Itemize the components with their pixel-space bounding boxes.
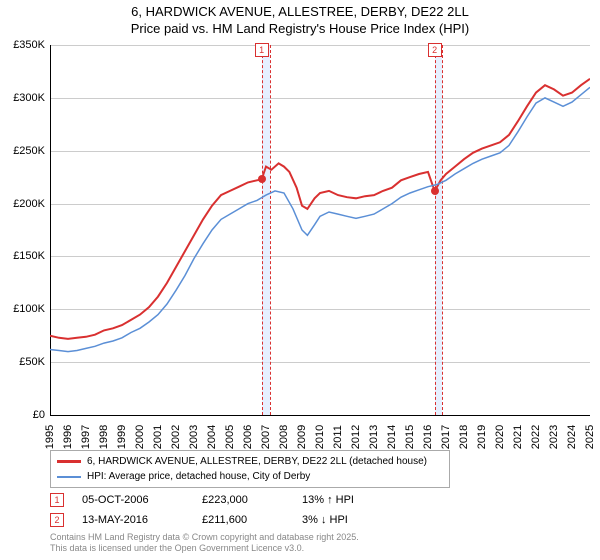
x-tick-label: 2004: [206, 425, 218, 449]
x-tick-label: 2012: [350, 425, 362, 449]
footer-line-2: This data is licensed under the Open Gov…: [50, 543, 359, 554]
sale-delta-1: 13% ↑ HPI: [302, 494, 402, 506]
gridline-h: [50, 415, 590, 416]
sale-date-2: 13-MAY-2016: [82, 514, 202, 526]
legend-label-1: 6, HARDWICK AVENUE, ALLESTREE, DERBY, DE…: [87, 454, 427, 469]
x-tick-label: 1995: [44, 425, 56, 449]
x-tick-label: 2024: [566, 425, 578, 449]
x-tick-label: 2011: [332, 425, 344, 449]
sale-point-dot: [431, 187, 439, 195]
footer-line-1: Contains HM Land Registry data © Crown c…: [50, 532, 359, 543]
x-tick-label: 2006: [242, 425, 254, 449]
x-tick-label: 2017: [440, 425, 452, 449]
y-tick-label: £150K: [0, 250, 45, 262]
legend-box: 6, HARDWICK AVENUE, ALLESTREE, DERBY, DE…: [50, 450, 450, 488]
legend-swatch-2: [57, 476, 81, 478]
title-line-1: 6, HARDWICK AVENUE, ALLESTREE, DERBY, DE…: [0, 4, 600, 21]
x-tick-label: 2014: [386, 425, 398, 449]
x-tick-label: 2021: [512, 425, 524, 449]
x-tick-label: 1998: [98, 425, 110, 449]
legend-row-1: 6, HARDWICK AVENUE, ALLESTREE, DERBY, DE…: [57, 454, 443, 469]
sale-band-marker: 2: [428, 43, 442, 57]
chart-lines-svg: [50, 45, 590, 415]
title-block: 6, HARDWICK AVENUE, ALLESTREE, DERBY, DE…: [0, 0, 600, 38]
x-tick-label: 2015: [404, 425, 416, 449]
x-tick-label: 2005: [224, 425, 236, 449]
x-tick-label: 2002: [170, 425, 182, 449]
x-tick-label: 1996: [62, 425, 74, 449]
sale-price-2: £211,600: [202, 514, 302, 526]
sale-delta-2: 3% ↓ HPI: [302, 514, 402, 526]
y-tick-label: £100K: [0, 303, 45, 315]
sale-price-1: £223,000: [202, 494, 302, 506]
title-line-2: Price paid vs. HM Land Registry's House …: [0, 21, 600, 38]
legend-label-2: HPI: Average price, detached house, City…: [87, 469, 310, 484]
y-tick-label: £200K: [0, 198, 45, 210]
x-tick-label: 2010: [314, 425, 326, 449]
chart-plot-area: £0£50K£100K£150K£200K£250K£300K£350K1995…: [50, 45, 590, 415]
x-tick-label: 1997: [80, 425, 92, 449]
x-tick-label: 2001: [152, 425, 164, 449]
chart-container: 6, HARDWICK AVENUE, ALLESTREE, DERBY, DE…: [0, 0, 600, 560]
sale-marker-1: 1: [50, 493, 64, 507]
sale-row-2: 2 13-MAY-2016 £211,600 3% ↓ HPI: [50, 510, 402, 530]
y-tick-label: £350K: [0, 39, 45, 51]
sale-band-marker: 1: [255, 43, 269, 57]
x-tick-label: 2020: [494, 425, 506, 449]
footer-attribution: Contains HM Land Registry data © Crown c…: [50, 532, 359, 554]
y-tick-label: £0: [0, 409, 45, 421]
x-tick-label: 2023: [548, 425, 560, 449]
x-tick-label: 2000: [134, 425, 146, 449]
x-tick-label: 2009: [296, 425, 308, 449]
y-tick-label: £250K: [0, 145, 45, 157]
y-tick-label: £50K: [0, 356, 45, 368]
series-hpi: [50, 87, 590, 351]
legend-row-2: HPI: Average price, detached house, City…: [57, 469, 443, 484]
x-tick-label: 2016: [422, 425, 434, 449]
x-tick-label: 2013: [368, 425, 380, 449]
series-price_paid: [50, 79, 590, 339]
x-tick-label: 2008: [278, 425, 290, 449]
x-tick-label: 1999: [116, 425, 128, 449]
x-tick-label: 2003: [188, 425, 200, 449]
y-tick-label: £300K: [0, 92, 45, 104]
x-tick-label: 2019: [476, 425, 488, 449]
sale-marker-2: 2: [50, 513, 64, 527]
sale-point-dot: [258, 175, 266, 183]
sale-row-1: 1 05-OCT-2006 £223,000 13% ↑ HPI: [50, 490, 402, 510]
sales-table: 1 05-OCT-2006 £223,000 13% ↑ HPI 2 13-MA…: [50, 490, 402, 530]
legend-swatch-1: [57, 460, 81, 463]
x-tick-label: 2018: [458, 425, 470, 449]
x-tick-label: 2025: [584, 425, 596, 449]
x-tick-label: 2022: [530, 425, 542, 449]
sale-date-1: 05-OCT-2006: [82, 494, 202, 506]
x-tick-label: 2007: [260, 425, 272, 449]
